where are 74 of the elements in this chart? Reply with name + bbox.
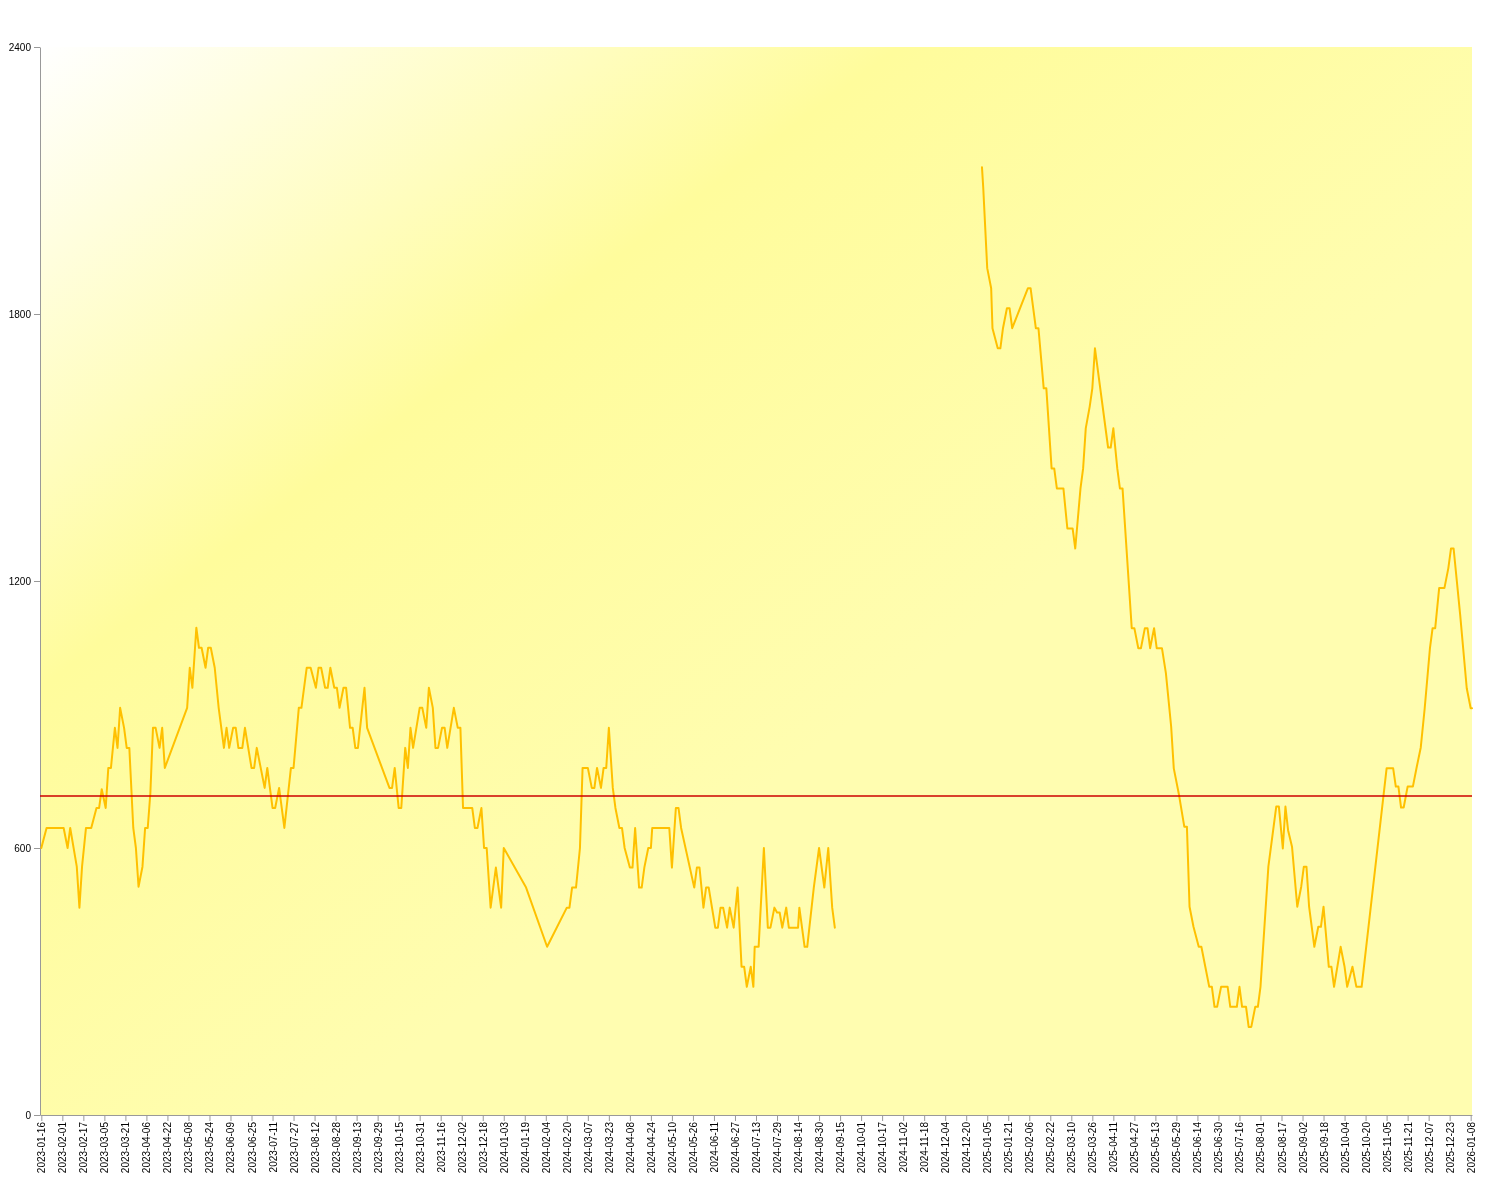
x-tick-label: 2025-08-17: [1276, 1121, 1288, 1174]
x-tick-label: 2024-06-27: [729, 1121, 741, 1174]
x-tick-label: 2023-09-13: [351, 1121, 363, 1174]
x-tick-label: 2023-01-16: [36, 1121, 48, 1174]
x-tick-label: 2025-06-30: [1213, 1121, 1225, 1174]
x-tick-label: 2023-07-11: [267, 1121, 279, 1173]
x-tick-label: 2023-02-17: [78, 1121, 90, 1174]
x-tick-label: 2025-12-23: [1444, 1121, 1456, 1174]
x-tick-label: 2024-06-11: [708, 1121, 720, 1173]
x-tick-label: 2024-01-03: [498, 1121, 510, 1174]
x-tick-label: 2023-03-05: [99, 1121, 111, 1174]
x-tick-label: 2024-05-10: [666, 1121, 678, 1174]
x-tick-label: 2024-07-29: [772, 1121, 784, 1174]
x-tick-label: 2025-03-10: [1066, 1121, 1078, 1174]
x-tick-label: 2024-01-19: [519, 1121, 531, 1174]
x-tick-label: 2023-11-16: [435, 1121, 447, 1173]
y-tick-label: 1800: [8, 308, 32, 320]
x-tick-label: 2025-08-01: [1255, 1121, 1267, 1174]
x-tick-label: 2025-07-16: [1234, 1121, 1246, 1174]
x-tick-label: 2023-12-02: [456, 1121, 468, 1174]
x-tick-label: 2024-10-01: [856, 1121, 868, 1174]
x-tick-label: 2025-10-04: [1339, 1121, 1351, 1174]
x-tick-label: 2025-11-21: [1402, 1121, 1414, 1173]
x-tick-label: 2023-02-01: [57, 1121, 69, 1174]
y-tick-label: 2400: [8, 41, 32, 53]
x-tick-label: 2023-03-21: [120, 1121, 132, 1174]
x-tick-label: 2023-06-25: [246, 1121, 258, 1174]
x-tick-label: 2024-02-04: [540, 1121, 552, 1174]
x-tick-label: 2024-12-20: [961, 1121, 973, 1174]
x-tick-label: 2024-09-15: [835, 1121, 847, 1174]
x-tick-label: 2025-04-11: [1108, 1121, 1120, 1173]
x-tick-label: 2023-08-12: [309, 1121, 321, 1174]
x-tick-label: 2023-08-28: [330, 1121, 342, 1174]
x-tick-label: 2025-03-26: [1087, 1121, 1099, 1174]
x-tick-label: 2024-10-17: [877, 1121, 889, 1174]
x-tick-label: 2025-12-07: [1423, 1121, 1435, 1174]
x-tick-label: 2023-10-15: [393, 1121, 405, 1174]
x-tick-label: 2024-08-14: [793, 1121, 805, 1174]
x-tick-label: 2025-02-06: [1024, 1121, 1036, 1174]
x-tick-label: 2023-05-24: [204, 1121, 216, 1174]
x-tick-label: 2025-04-27: [1129, 1121, 1141, 1174]
x-tick-label: 2025-09-02: [1297, 1121, 1309, 1174]
x-tick-label: 2025-02-22: [1045, 1121, 1057, 1174]
x-tick-label: 2023-04-22: [162, 1121, 174, 1174]
x-tick-label: 2024-02-20: [561, 1121, 573, 1174]
x-tick-label: 2025-10-20: [1360, 1121, 1372, 1174]
x-tick-label: 2024-11-18: [919, 1121, 931, 1173]
y-tick-label: 0: [25, 1109, 32, 1121]
x-tick-label: 2024-04-08: [624, 1121, 636, 1174]
x-tick-label: 2023-12-18: [477, 1121, 489, 1174]
x-tick-label: 2024-03-23: [603, 1121, 615, 1174]
x-tick-label: 2025-05-13: [1150, 1121, 1162, 1174]
y-tick-label: 600: [14, 842, 32, 854]
x-tick-label: 2023-06-09: [225, 1121, 237, 1174]
x-tick-label: 2024-03-07: [582, 1121, 594, 1174]
x-tick-label: 2024-11-02: [898, 1121, 910, 1173]
x-tick-label: 2025-09-18: [1318, 1121, 1330, 1174]
x-tick-label: 2024-08-30: [814, 1121, 826, 1174]
x-tick-label: 2024-05-26: [687, 1121, 699, 1174]
x-tick-label: 2025-11-05: [1381, 1121, 1393, 1173]
x-tick-label: 2025-01-21: [1003, 1121, 1015, 1174]
x-tick-label: 2023-05-08: [183, 1121, 195, 1174]
x-tick-label: 2025-06-14: [1192, 1121, 1204, 1174]
x-tick-label: 2024-04-24: [645, 1121, 657, 1174]
x-tick-label: 2024-07-13: [751, 1121, 762, 1174]
x-tick-label: 2024-12-04: [940, 1121, 952, 1174]
x-tick-label: 2023-10-31: [414, 1121, 426, 1174]
y-tick-label: 1200: [8, 575, 32, 587]
x-tick-label: 2023-04-06: [141, 1121, 153, 1174]
x-tick-label: 2025-01-05: [982, 1121, 994, 1174]
x-tick-label: 2023-09-29: [372, 1121, 384, 1174]
x-tick-label: 2025-05-29: [1171, 1121, 1183, 1174]
x-tick-label: 2023-07-27: [288, 1121, 300, 1174]
x-tick-label: 2026-01-08: [1465, 1121, 1477, 1174]
